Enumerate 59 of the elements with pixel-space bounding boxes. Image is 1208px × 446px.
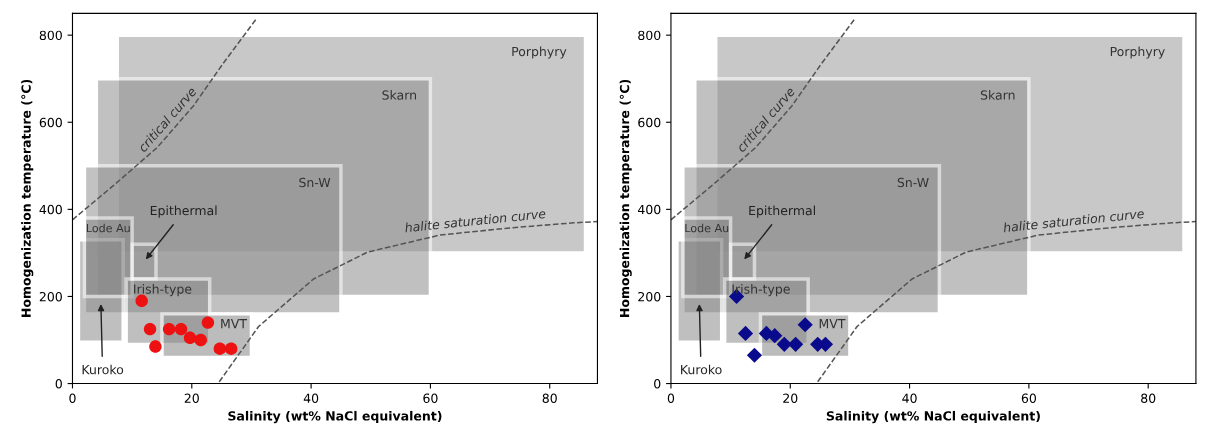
y-axis-title: Homogenization temperature (°C) xyxy=(21,79,34,317)
series-label: MVT xyxy=(819,319,846,329)
x-axis-title: Salinity (wt% NaCl equivalent) xyxy=(228,410,442,424)
point xyxy=(162,322,176,336)
x-tick-label: 40 xyxy=(303,393,319,403)
text: Epithermal xyxy=(749,205,815,218)
point xyxy=(201,316,215,329)
x-tick-label: 40 xyxy=(902,393,917,403)
point xyxy=(746,347,763,363)
series-label: Lode Au xyxy=(86,223,130,233)
x-tick-label: 20 xyxy=(184,393,199,403)
series-label: Irish-type xyxy=(732,284,790,297)
series-label: Skarn xyxy=(980,90,1015,100)
y-tick-label: 400 xyxy=(637,204,661,215)
x-tick-label: 60 xyxy=(423,393,438,403)
x-tick-label: 80 xyxy=(542,393,557,403)
y-tick-label: 200 xyxy=(39,291,62,302)
point xyxy=(213,342,227,355)
series-label: Kuroko xyxy=(681,364,722,375)
series-label: Sn-W xyxy=(897,177,929,188)
x-tick-label: 80 xyxy=(1141,393,1156,403)
y-tick-label: 200 xyxy=(638,291,661,302)
y-tick-label: 800 xyxy=(39,30,62,41)
y-tick-label: 400 xyxy=(39,204,62,215)
y-tick-label: 600 xyxy=(638,117,661,128)
series-label: Kuroko xyxy=(82,364,124,375)
x-axis-title: Salinity (wt% NaCl equivalent) xyxy=(826,410,1040,424)
y-tick-label: 600 xyxy=(39,117,62,128)
point xyxy=(183,331,197,345)
line-series xyxy=(72,17,258,221)
text: halite saturation curve xyxy=(404,208,546,233)
text: halite saturation curve xyxy=(1003,208,1145,233)
point xyxy=(194,333,207,347)
y-tick-label: 800 xyxy=(638,30,661,41)
point xyxy=(174,322,188,336)
x-tick-label: 20 xyxy=(783,393,798,403)
point xyxy=(224,342,238,355)
series-label: Irish-type xyxy=(134,284,192,297)
series-label: Sn-W xyxy=(299,177,331,188)
y-tick-label: 0 xyxy=(55,379,62,389)
series-label: MVT xyxy=(221,319,248,329)
y-axis-title: Homogenization temperature (°C) xyxy=(619,79,632,317)
series-label: Porphyry xyxy=(512,46,567,59)
point xyxy=(767,328,783,344)
point xyxy=(143,322,157,336)
line-series xyxy=(670,17,857,221)
x-tick-label: 0 xyxy=(69,393,76,403)
text: Epithermal xyxy=(150,205,217,218)
series-label: Lode Au xyxy=(685,223,729,233)
y-tick-label: 0 xyxy=(654,379,661,389)
series-label: Porphyry xyxy=(1110,46,1165,59)
series-label: Skarn xyxy=(382,90,416,100)
x-tick-label: 60 xyxy=(1021,393,1037,403)
point xyxy=(737,325,754,342)
point xyxy=(788,336,804,352)
point xyxy=(149,340,162,353)
point xyxy=(776,336,792,352)
x-tick-label: 0 xyxy=(667,393,675,403)
point xyxy=(797,317,813,333)
